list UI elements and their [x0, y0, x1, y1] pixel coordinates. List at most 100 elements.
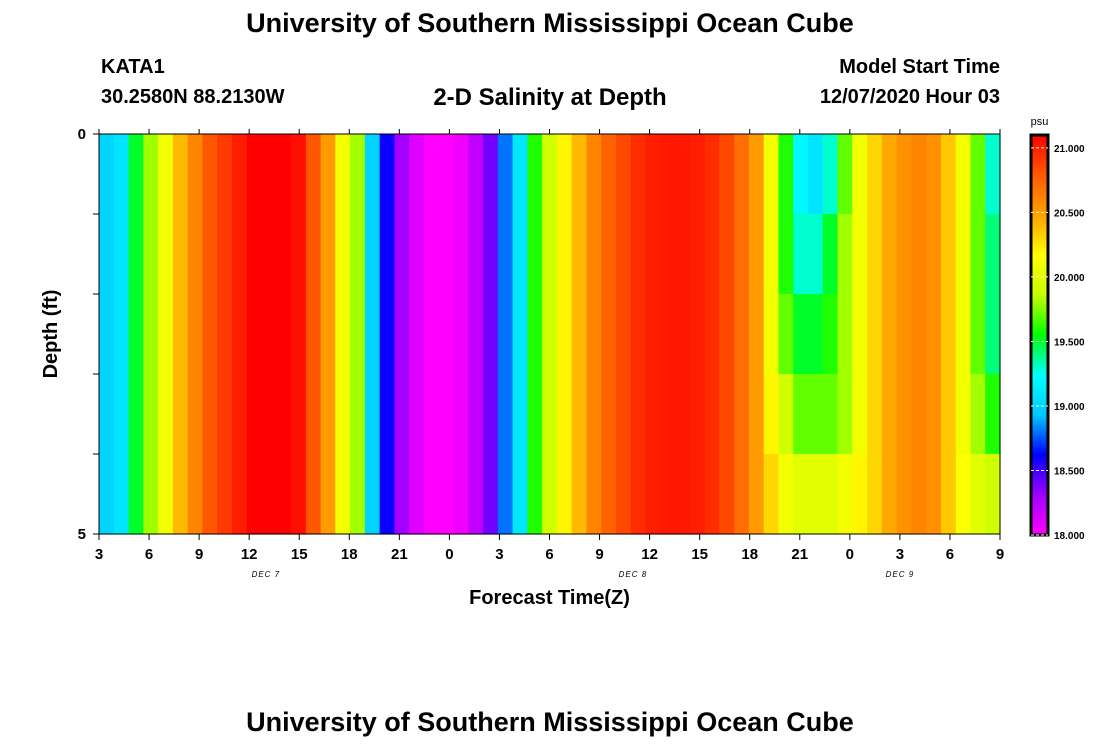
heatmap-cell — [305, 214, 322, 295]
heatmap-cell — [586, 134, 602, 215]
heatmap-cell — [231, 214, 248, 295]
heatmap-cell — [276, 374, 292, 455]
heatmap-cell — [601, 134, 617, 215]
heatmap-cell — [202, 134, 218, 215]
heatmap-cell — [837, 214, 853, 295]
heatmap-cell — [571, 454, 588, 535]
heatmap-cell — [926, 214, 942, 295]
heatmap-cell — [497, 134, 514, 215]
heatmap-cell — [660, 294, 676, 375]
heatmap-cell — [852, 214, 868, 295]
heatmap-cell — [527, 294, 543, 375]
heatmap-cell — [556, 134, 573, 215]
heatmap-cell — [586, 214, 602, 295]
heatmap-cell — [453, 374, 469, 455]
heatmap-cell — [172, 454, 189, 535]
heatmap-cell — [231, 134, 248, 215]
heatmap-cell — [896, 454, 912, 535]
plot-title: 2-D Salinity at Depth — [433, 84, 667, 111]
heatmap-cell — [468, 454, 484, 535]
heatmap-cell — [837, 454, 853, 535]
heatmap-cell — [291, 374, 307, 455]
heatmap-cell — [881, 374, 898, 455]
heatmap-cell — [143, 454, 159, 535]
heatmap-cell — [704, 374, 720, 455]
heatmap-cell — [542, 134, 558, 215]
heatmap-cell — [99, 294, 115, 375]
heatmap-cell — [601, 294, 617, 375]
heatmap-cell — [320, 294, 336, 375]
colorbar-tick-label: 19.500 — [1054, 337, 1085, 348]
heatmap-cell — [379, 374, 396, 455]
heatmap-cell — [409, 454, 425, 535]
heatmap-cell — [571, 214, 588, 295]
heatmap-cell — [158, 214, 174, 295]
heatmap-cell — [379, 454, 396, 535]
heatmap-cell — [615, 454, 632, 535]
heatmap-cell — [320, 134, 336, 215]
heatmap-cell — [689, 214, 706, 295]
heatmap-cell — [409, 134, 425, 215]
colorbar-tick-label: 21.000 — [1054, 144, 1085, 155]
heatmap-cell — [128, 374, 144, 455]
heatmap-cell — [852, 294, 868, 375]
heatmap-cell — [468, 374, 484, 455]
heatmap-cell — [645, 134, 661, 215]
x-tick-label: 21 — [791, 546, 808, 563]
heatmap-cell — [660, 214, 676, 295]
heatmap-cell — [778, 374, 794, 455]
heatmap-cell — [911, 454, 927, 535]
heatmap-cell — [748, 294, 765, 375]
axes: 3 6 9 12 15 18 21 0 3 6 9 12 15 18 21 0 3 6 9 DEC 7 DEC 8 DEC… — [78, 126, 1005, 579]
heatmap-cell — [615, 214, 632, 295]
heatmap-cell — [837, 374, 853, 455]
heatmap-cell — [763, 134, 780, 215]
heatmap-cell — [940, 454, 957, 535]
x-tick-label: 9 — [595, 546, 603, 563]
heatmap-cell — [423, 134, 440, 215]
heatmap-cell — [497, 294, 514, 375]
heatmap-cell — [438, 454, 455, 535]
heatmap-cell — [335, 134, 351, 215]
heatmap-cell — [113, 294, 130, 375]
heatmap-cell — [881, 294, 898, 375]
heatmap-cell — [453, 454, 469, 535]
heatmap-cell — [512, 294, 528, 375]
heatmap-cell — [896, 374, 912, 455]
heatmap-cell — [231, 374, 248, 455]
heatmap-cell — [556, 454, 573, 535]
heatmap-cell — [276, 134, 292, 215]
heatmap-cell — [704, 294, 720, 375]
heatmap-cell — [187, 214, 203, 295]
heatmap-cell — [468, 294, 484, 375]
heatmap-cell — [542, 454, 558, 535]
heatmap-cell — [586, 294, 602, 375]
y-axis-label: Depth (ft) — [40, 290, 62, 379]
heatmap-cell — [852, 374, 868, 455]
heatmap-cell — [822, 294, 839, 375]
x-tick-label: 18 — [341, 546, 358, 563]
main-title: University of Southern Mississippi Ocean… — [246, 8, 854, 38]
heatmap-cell — [143, 134, 159, 215]
heatmap-cell — [409, 214, 425, 295]
colorbar-tick-label: 18.000 — [1054, 531, 1085, 542]
heatmap-cell — [512, 214, 528, 295]
heatmap-cell — [335, 214, 351, 295]
heatmap-cell — [822, 454, 839, 535]
heatmap-cell — [675, 454, 691, 535]
heatmap-cell — [128, 454, 144, 535]
heatmap-cell — [291, 454, 307, 535]
heatmap-cell — [276, 214, 292, 295]
heatmap-cell — [734, 374, 750, 455]
heatmap-cell — [645, 374, 661, 455]
heatmap-cell — [335, 374, 351, 455]
heatmap-cell — [881, 214, 898, 295]
heatmap-cell — [645, 214, 661, 295]
heatmap-cell — [867, 294, 883, 375]
heatmap-cell — [453, 214, 469, 295]
heatmap-cell — [719, 454, 735, 535]
heatmap-cell — [896, 134, 912, 215]
heatmap-cell — [497, 454, 514, 535]
heatmap-cell — [527, 134, 543, 215]
heatmap-cell — [261, 134, 277, 215]
